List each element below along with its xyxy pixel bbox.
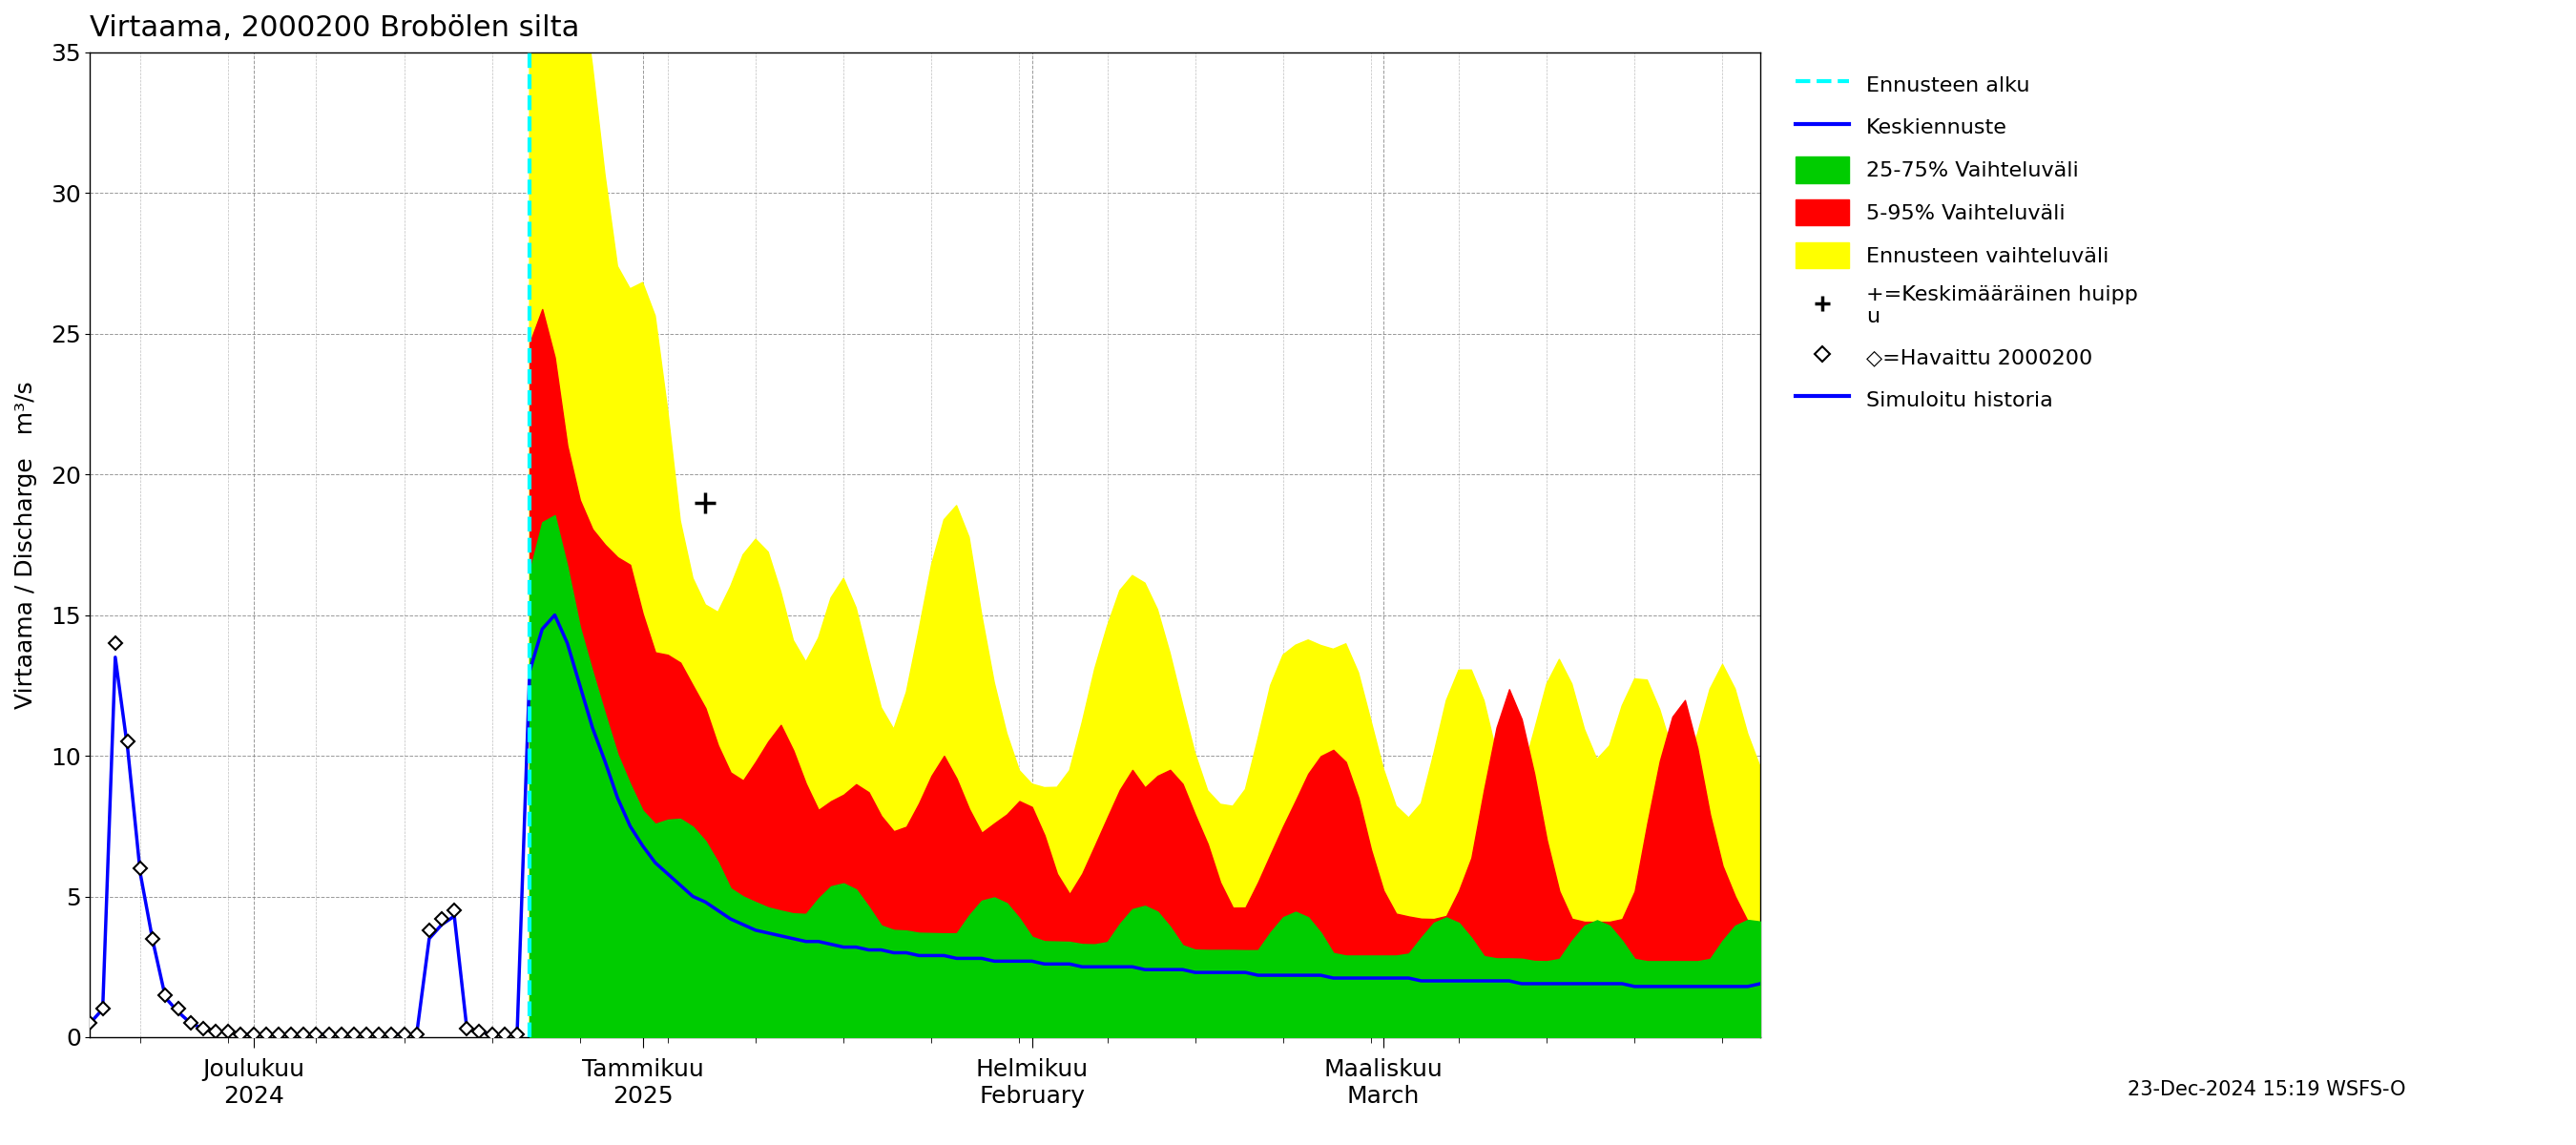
Y-axis label: Virtaama / Discharge   m³/s: Virtaama / Discharge m³/s [15, 381, 36, 709]
Legend: Ennusteen alku, Keskiennuste, 25-75% Vaihteluväli, 5-95% Vaihteluväli, Ennusteen: Ennusteen alku, Keskiennuste, 25-75% Vai… [1788, 63, 2146, 420]
Text: Virtaama, 2000200 Brobölen silta: Virtaama, 2000200 Brobölen silta [90, 14, 580, 42]
Text: 23-Dec-2024 15:19 WSFS-O: 23-Dec-2024 15:19 WSFS-O [2128, 1080, 2406, 1099]
